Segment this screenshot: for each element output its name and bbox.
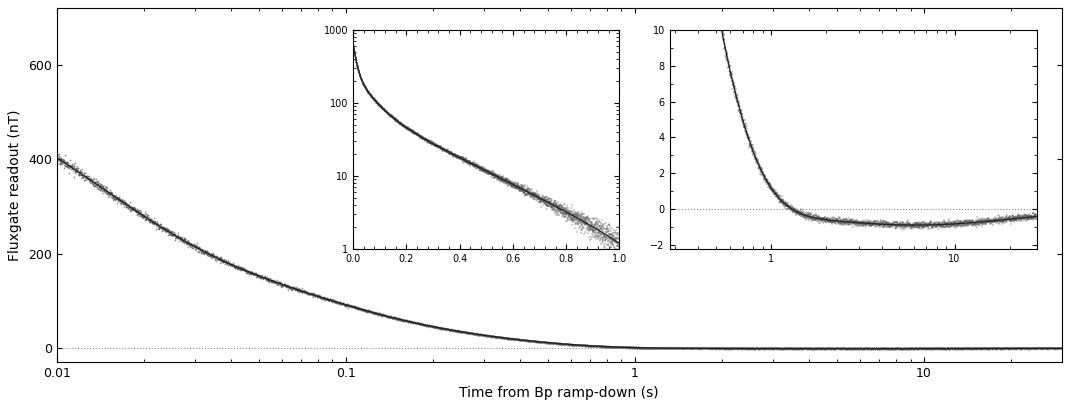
Y-axis label: Fluxgate readout (nT): Fluxgate readout (nT) xyxy=(9,109,22,261)
X-axis label: Time from Bp ramp-down (s): Time from Bp ramp-down (s) xyxy=(459,386,659,400)
